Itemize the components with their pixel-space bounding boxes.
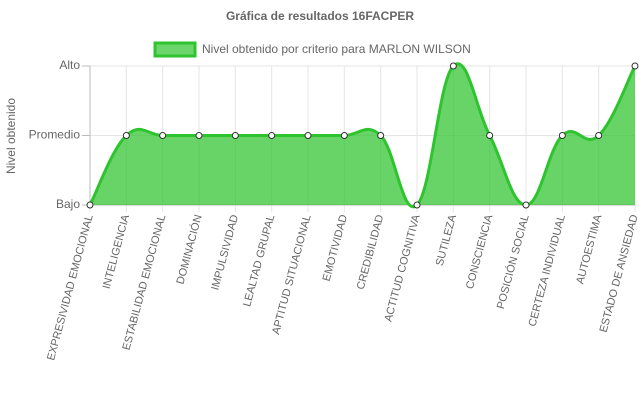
x-tick-label: CERTEZA INDIVIDUAL bbox=[527, 213, 568, 328]
legend-label: Nivel obtenido por criterio para MARLON … bbox=[202, 42, 471, 56]
x-tick-label: DOMINACIÓN bbox=[174, 213, 205, 285]
y-tick-label: Alto bbox=[59, 58, 80, 72]
x-tick-label: SUTILEZA bbox=[434, 213, 459, 268]
point bbox=[558, 132, 566, 139]
x-tick-label: ESTABILIDAD EMOCIONAL bbox=[121, 213, 169, 351]
point bbox=[522, 201, 530, 209]
x-tick-label: AUTOESTIMA bbox=[574, 213, 604, 286]
x-tick-label: CONSCIENCIA bbox=[464, 213, 496, 291]
point bbox=[195, 132, 203, 139]
x-tick-label: APTITUD SITUACIONAL bbox=[270, 213, 314, 335]
y-tick-label: Bajo bbox=[56, 197, 80, 211]
point bbox=[631, 62, 639, 70]
chart-title: Gráfica de resultados 16FACPER bbox=[226, 9, 414, 23]
y-tick-label: Promedio bbox=[29, 128, 81, 142]
x-tick-label: ESTADO DE ANSIEDAD bbox=[598, 213, 639, 333]
point bbox=[413, 201, 421, 209]
point bbox=[268, 132, 276, 139]
area bbox=[90, 63, 635, 207]
point bbox=[595, 132, 603, 139]
x-tick-label: EMOTIVIDAD bbox=[321, 213, 350, 282]
y-axis-label: Nivel obtenido bbox=[4, 98, 18, 174]
x-tick-label: INTELIGENCIA bbox=[101, 213, 133, 291]
x-tick-label: ACTITUD COGNITIVA bbox=[383, 213, 423, 323]
x-tick-label: LEALTAD GRUPAL bbox=[241, 213, 277, 308]
line bbox=[88, 62, 637, 209]
x-tick-label: EXPRESIVIDAD EMOCIONAL bbox=[45, 213, 96, 361]
x-tick-label: IMPULSIVIDAD bbox=[209, 213, 241, 291]
x-tick-label: CREDIBILIDAD bbox=[355, 213, 387, 291]
point bbox=[486, 132, 494, 139]
point bbox=[377, 132, 385, 139]
point bbox=[159, 132, 167, 139]
point bbox=[340, 132, 348, 139]
point bbox=[86, 201, 94, 209]
legend-swatch bbox=[153, 41, 197, 58]
point bbox=[449, 62, 457, 70]
point bbox=[231, 132, 239, 139]
x-tick-label: POSICIÓN SOCIAL bbox=[494, 213, 532, 310]
point bbox=[304, 132, 312, 139]
point bbox=[122, 132, 130, 139]
